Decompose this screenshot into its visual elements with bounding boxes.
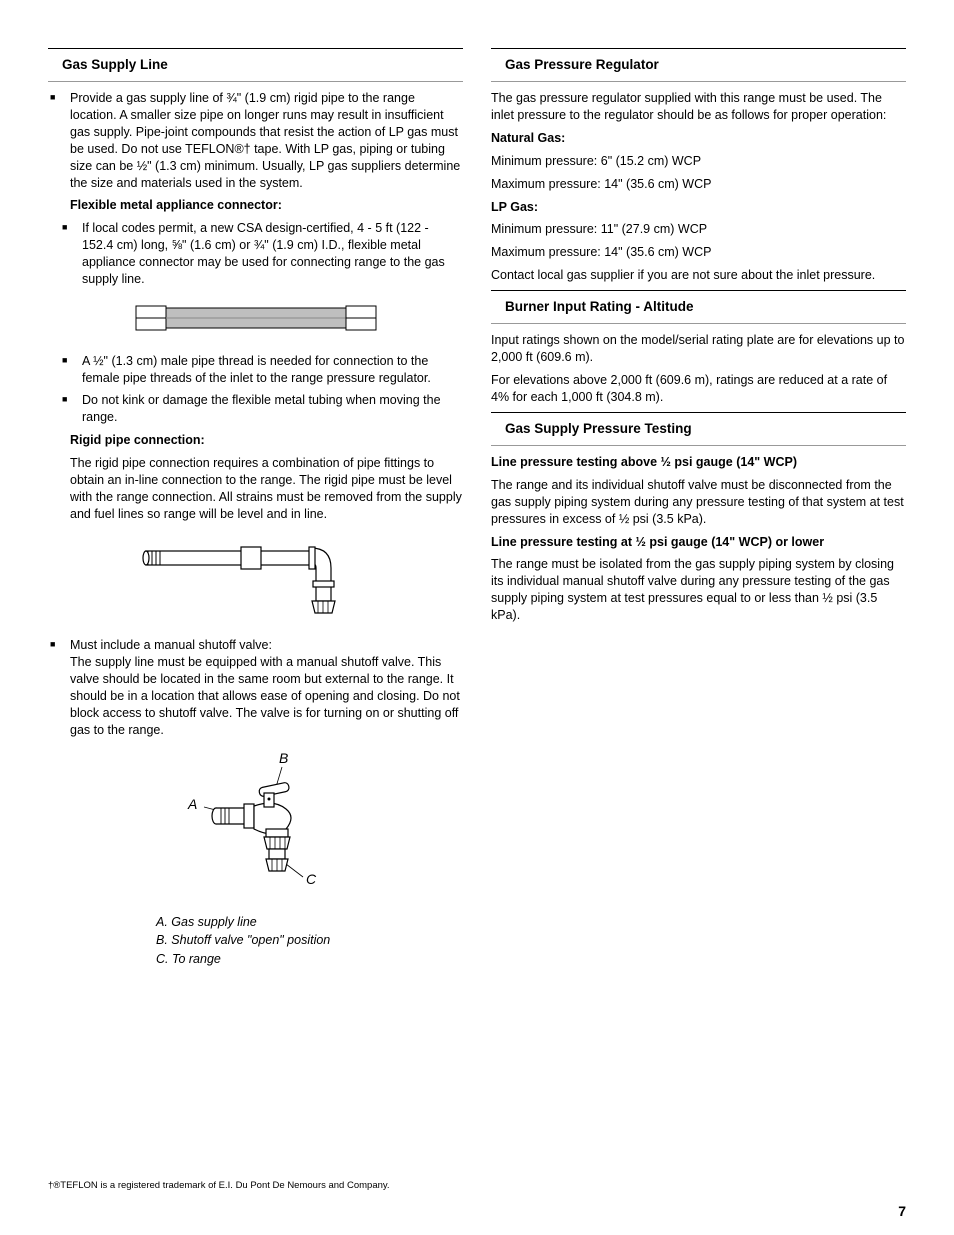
body-text: Maximum pressure: 14" (35.6 cm) WCP: [491, 244, 906, 261]
right-column: Gas Pressure Regulator The gas pressure …: [491, 48, 906, 974]
body-text: The rigid pipe connection requires a com…: [48, 455, 463, 523]
subheading-flex-connector: Flexible metal appliance connector:: [48, 197, 463, 214]
body-text: If local codes permit, a new CSA design-…: [82, 221, 445, 286]
body-text: The supply line must be equipped with a …: [70, 655, 460, 737]
body-text: A ½" (1.3 cm) male pipe thread is needed…: [82, 354, 431, 385]
body-text: Do not kink or damage the flexible metal…: [82, 393, 441, 424]
page-number: 7: [898, 1202, 906, 1221]
body-text: Input ratings shown on the model/serial …: [491, 332, 906, 366]
figure-rigid-pipe: [48, 533, 463, 628]
bullet-list: Must include a manual shutoff valve: The…: [48, 637, 463, 738]
body-text: Minimum pressure: 11" (27.9 cm) WCP: [491, 221, 906, 238]
heading-pressure-testing: Gas Supply Pressure Testing: [491, 412, 906, 446]
heading-gas-supply-line: Gas Supply Line: [48, 48, 463, 82]
shutoff-valve-icon: B A C: [146, 749, 366, 899]
label-natural-gas: Natural Gas:: [491, 130, 906, 147]
bullet-list: Provide a gas supply line of ¾" (1.9 cm)…: [48, 90, 463, 191]
bullet-list: If local codes permit, a new CSA design-…: [48, 220, 463, 288]
rigid-pipe-icon: [126, 533, 386, 623]
subheading-rigid-pipe: Rigid pipe connection:: [48, 432, 463, 449]
caption-line: B. Shutoff valve "open" position: [156, 932, 463, 949]
two-column-layout: Gas Supply Line Provide a gas supply lin…: [48, 48, 906, 974]
figure-shutoff-valve: B A C: [48, 749, 463, 904]
bullet-list: A ½" (1.3 cm) male pipe thread is needed…: [48, 353, 463, 427]
list-item: A ½" (1.3 cm) male pipe thread is needed…: [60, 353, 463, 387]
list-item: Do not kink or damage the flexible metal…: [60, 392, 463, 426]
label-a: A: [187, 796, 197, 812]
caption-line: A. Gas supply line: [156, 914, 463, 931]
heading-burner-altitude: Burner Input Rating - Altitude: [491, 290, 906, 324]
flex-connector-icon: [126, 298, 386, 338]
label-lp-gas: LP Gas:: [491, 199, 906, 216]
body-text: The range and its individual shutoff val…: [491, 477, 906, 528]
body-text: For elevations above 2,000 ft (609.6 m),…: [491, 372, 906, 406]
list-item: If local codes permit, a new CSA design-…: [60, 220, 463, 288]
list-item: Provide a gas supply line of ¾" (1.9 cm)…: [48, 90, 463, 191]
heading-gas-pressure-regulator: Gas Pressure Regulator: [491, 48, 906, 82]
body-text: Must include a manual shutoff valve:: [70, 638, 272, 652]
footnote: †®TEFLON is a registered trademark of E.…: [48, 1180, 390, 1193]
body-text: Minimum pressure: 6" (15.2 cm) WCP: [491, 153, 906, 170]
body-text: Contact local gas supplier if you are no…: [491, 267, 906, 284]
caption-line: C. To range: [156, 951, 463, 968]
body-text: Provide a gas supply line of ¾" (1.9 cm)…: [70, 91, 460, 189]
figure-caption: A. Gas supply line B. Shutoff valve "ope…: [156, 914, 463, 969]
label-c: C: [306, 871, 317, 887]
figure-flex-connector: [48, 298, 463, 343]
body-text: The gas pressure regulator supplied with…: [491, 90, 906, 124]
label-b: B: [279, 750, 288, 766]
body-text: Maximum pressure: 14" (35.6 cm) WCP: [491, 176, 906, 193]
subheading-at-half-psi: Line pressure testing at ½ psi gauge (14…: [491, 534, 906, 551]
list-item: Must include a manual shutoff valve: The…: [48, 637, 463, 738]
subheading-above-half-psi: Line pressure testing above ½ psi gauge …: [491, 454, 906, 471]
body-text: The range must be isolated from the gas …: [491, 556, 906, 624]
left-column: Gas Supply Line Provide a gas supply lin…: [48, 48, 463, 974]
